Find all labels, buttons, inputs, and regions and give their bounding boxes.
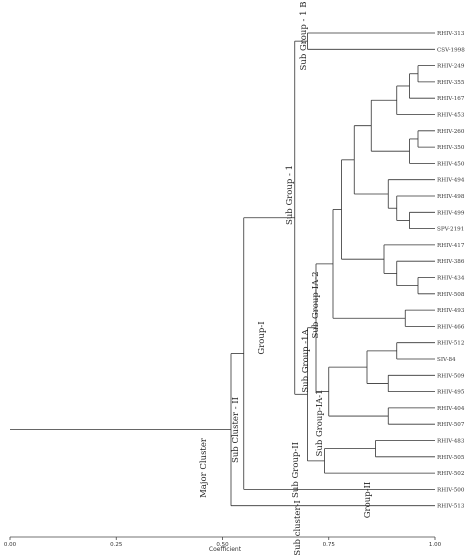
leaf-label: RHIV-350 xyxy=(437,145,465,151)
leaf-label: RHIV-494 xyxy=(437,178,465,184)
leaf-labels: RHIV-313 CSV-1998 RHIV-249 RHIV-355 RHIV-167… xyxy=(437,31,465,510)
leaf-label: SIV-84 xyxy=(437,357,456,363)
cluster-annotations: Major Cluster Sub Cluster - II Sub clust… xyxy=(199,2,373,556)
leaf-label: RHIV-512 xyxy=(437,341,465,347)
sub-group-1a-2-label: Sub Group-IA-2 xyxy=(311,272,321,339)
leaf-label: CSV-1998 xyxy=(437,47,465,53)
dendrogram-tree xyxy=(10,32,435,507)
x-axis-title: Coefficient xyxy=(209,546,242,553)
group-ii-label: Group-II xyxy=(363,482,373,518)
leaf-label: RHIV-260 xyxy=(437,129,465,135)
leaf-label: RHIV-386 xyxy=(437,259,465,265)
leaf-label: RHIV-450 xyxy=(437,161,465,167)
leaf-label: RHIV-453 xyxy=(437,113,465,119)
leaf-label: RHIV-249 xyxy=(437,64,465,70)
leaf-label: RHIV-508 xyxy=(437,292,465,298)
leaf-label: RHIV-313 xyxy=(437,31,465,37)
sub-group-1b-label: Sub Group - 1 B xyxy=(299,2,309,71)
leaf-label: RHIV-505 xyxy=(437,455,465,461)
sub-cluster-ii-label: Sub Cluster - II xyxy=(231,397,241,463)
leaf-label: RHIV-509 xyxy=(437,373,465,379)
sub-group-ii-label: Sub Group-II xyxy=(291,442,301,498)
leaf-label: RHIV-417 xyxy=(437,243,465,249)
leaf-label: RHIV-355 xyxy=(437,80,465,86)
leaf-label: RHIV-493 xyxy=(437,308,465,314)
sub-group-1-label: Sub Group - 1 xyxy=(285,165,295,225)
leaf-label: RHIV-404 xyxy=(437,406,465,412)
x-axis-tick-label: 1.00 xyxy=(429,542,442,548)
sub-cluster-i-label: Sub cluster-I xyxy=(293,500,303,556)
x-axis-tick-label: 0.25 xyxy=(110,542,123,548)
group-i-label: Group-I xyxy=(257,321,267,354)
leaf-label: RHIV-483 xyxy=(437,439,465,445)
leaf-label: RHIV-167 xyxy=(437,96,465,102)
sub-group-1a-label: Sub Group -1A xyxy=(301,328,311,392)
leaf-label: RHIV-434 xyxy=(437,276,465,282)
x-axis: 0.00 0.25 0.50 0.75 1.00 xyxy=(4,536,442,548)
leaf-label: RHIV-499 xyxy=(437,210,465,216)
leaf-label: RHIV-500 xyxy=(437,487,465,493)
x-axis-tick-label: 0.50 xyxy=(216,542,229,548)
leaf-label: SPV-2191 xyxy=(437,227,464,233)
x-axis-tick-label: 0.75 xyxy=(323,542,336,548)
leaf-label: RHIV-502 xyxy=(437,471,465,477)
sub-group-1a-1-label: Sub Group-IA-1 xyxy=(315,390,325,457)
leaf-label: RHIV-466 xyxy=(437,324,465,330)
x-axis-tick-label: 0.00 xyxy=(4,542,17,548)
leaf-label: RHIV-507 xyxy=(437,422,465,428)
leaf-label: RHIV-495 xyxy=(437,390,465,396)
leaf-label: RHIV-513 xyxy=(437,504,465,510)
leaf-label: RHIV-498 xyxy=(437,194,465,200)
major-cluster-label: Major Cluster xyxy=(199,437,209,498)
